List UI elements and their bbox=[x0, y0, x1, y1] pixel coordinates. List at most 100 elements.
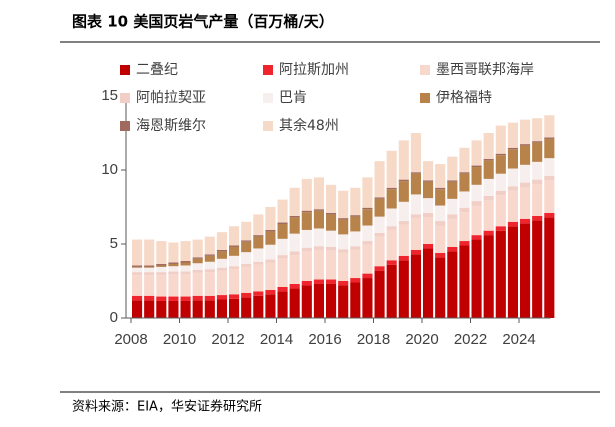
bar-segment bbox=[520, 182, 531, 188]
bar-segment bbox=[362, 177, 373, 208]
source: 资料来源：EIA，华安证券研究所 bbox=[72, 399, 262, 415]
bar-segment bbox=[495, 125, 506, 154]
bar-segment bbox=[216, 249, 227, 252]
bar-segment bbox=[410, 194, 421, 215]
bar-segment bbox=[265, 229, 276, 232]
bar-segment bbox=[204, 236, 215, 255]
bar-segment bbox=[301, 251, 312, 281]
bar-segment bbox=[423, 217, 434, 244]
bar-segment bbox=[520, 145, 531, 165]
legend-swatch bbox=[263, 121, 273, 131]
bar-segment bbox=[398, 201, 409, 222]
bar-segment bbox=[520, 223, 531, 318]
bar-segment bbox=[423, 181, 434, 199]
bar-segment bbox=[277, 224, 288, 239]
y-tick-label: 5 bbox=[110, 235, 118, 252]
legend-label: 巴肯 bbox=[279, 90, 307, 106]
bar-segment bbox=[362, 207, 373, 210]
bar-segment bbox=[410, 254, 421, 318]
bar-segment bbox=[471, 165, 482, 168]
bar-segment bbox=[350, 215, 361, 217]
bar-segment bbox=[326, 212, 337, 215]
bar-segment bbox=[229, 246, 240, 256]
bar-segment bbox=[532, 179, 543, 185]
bar-segment bbox=[338, 281, 349, 286]
bar-segment bbox=[192, 300, 203, 318]
bar-segment bbox=[532, 220, 543, 318]
bar-segment bbox=[374, 216, 385, 233]
legend-swatch bbox=[120, 93, 130, 103]
bar-segment bbox=[447, 214, 458, 219]
bar-segment bbox=[459, 191, 470, 208]
bar-segment bbox=[447, 156, 458, 181]
bar-segment bbox=[216, 251, 227, 259]
bar-segment bbox=[447, 246, 458, 252]
x-tick-label: 2018 bbox=[357, 331, 390, 348]
bar-segment bbox=[192, 269, 203, 273]
bar-segment bbox=[180, 271, 191, 275]
legend-label: 二叠纪 bbox=[136, 62, 178, 78]
x-tick-label: 2012 bbox=[211, 331, 244, 348]
bar-segment bbox=[398, 260, 409, 318]
bar-segment bbox=[253, 291, 264, 296]
bar-segment bbox=[301, 229, 312, 248]
bar-segment bbox=[301, 281, 312, 286]
bar-segment bbox=[313, 249, 324, 280]
bar-segment bbox=[168, 262, 179, 264]
bar-segment bbox=[386, 229, 397, 261]
bar-segment bbox=[544, 138, 555, 159]
bar-segment bbox=[253, 248, 264, 262]
bar-segment bbox=[253, 235, 264, 237]
bar-segment bbox=[495, 195, 506, 227]
bar-segment bbox=[301, 212, 312, 230]
bar-segment bbox=[398, 221, 409, 225]
bar-segment bbox=[301, 285, 312, 318]
bar-segment bbox=[253, 261, 264, 265]
bar-segment bbox=[447, 218, 458, 247]
bar-segment bbox=[326, 246, 337, 251]
bar-segment bbox=[362, 273, 373, 279]
bar-segment bbox=[338, 190, 349, 219]
bar-segment bbox=[386, 226, 397, 230]
bar-segment bbox=[374, 161, 385, 198]
bar-segment bbox=[156, 265, 167, 267]
bar-segment bbox=[435, 221, 446, 226]
bar-segment bbox=[362, 241, 373, 245]
bar-segment bbox=[507, 221, 518, 227]
bar-segment bbox=[532, 161, 543, 180]
bar-segment bbox=[277, 238, 288, 256]
bar-segment bbox=[350, 216, 361, 232]
bar-segment bbox=[435, 225, 446, 253]
bar-segment bbox=[362, 225, 373, 242]
bar-segment bbox=[520, 218, 531, 224]
bar-segment bbox=[459, 212, 470, 242]
bar-segment bbox=[507, 122, 518, 148]
bar-segment bbox=[447, 180, 458, 182]
bar-segment bbox=[192, 263, 203, 270]
bar-segment bbox=[338, 285, 349, 318]
bar-segment bbox=[313, 283, 324, 318]
bar-segment bbox=[180, 274, 191, 297]
bar-segment bbox=[350, 231, 361, 247]
bar-segment bbox=[435, 189, 446, 206]
bar-segment bbox=[483, 230, 494, 236]
bar-segment bbox=[520, 119, 531, 145]
bar-segment bbox=[410, 173, 421, 195]
bar-segment bbox=[132, 275, 143, 296]
bar-segment bbox=[313, 279, 324, 284]
bar-segment bbox=[144, 267, 155, 273]
bar-segment bbox=[374, 270, 385, 318]
bar-segment bbox=[471, 167, 482, 185]
bar-segment bbox=[532, 142, 543, 162]
bar-segment bbox=[156, 300, 167, 318]
x-tick-label: 2020 bbox=[405, 331, 438, 348]
bar-segment bbox=[483, 195, 494, 201]
bar-segment bbox=[423, 212, 434, 218]
bar-segment bbox=[204, 295, 215, 301]
bar-segment bbox=[144, 272, 155, 276]
bar-segment bbox=[229, 266, 240, 270]
bar-segment bbox=[156, 241, 167, 264]
bar-segment bbox=[471, 205, 482, 236]
bar-segment bbox=[459, 147, 470, 173]
bar-segment bbox=[326, 279, 337, 284]
